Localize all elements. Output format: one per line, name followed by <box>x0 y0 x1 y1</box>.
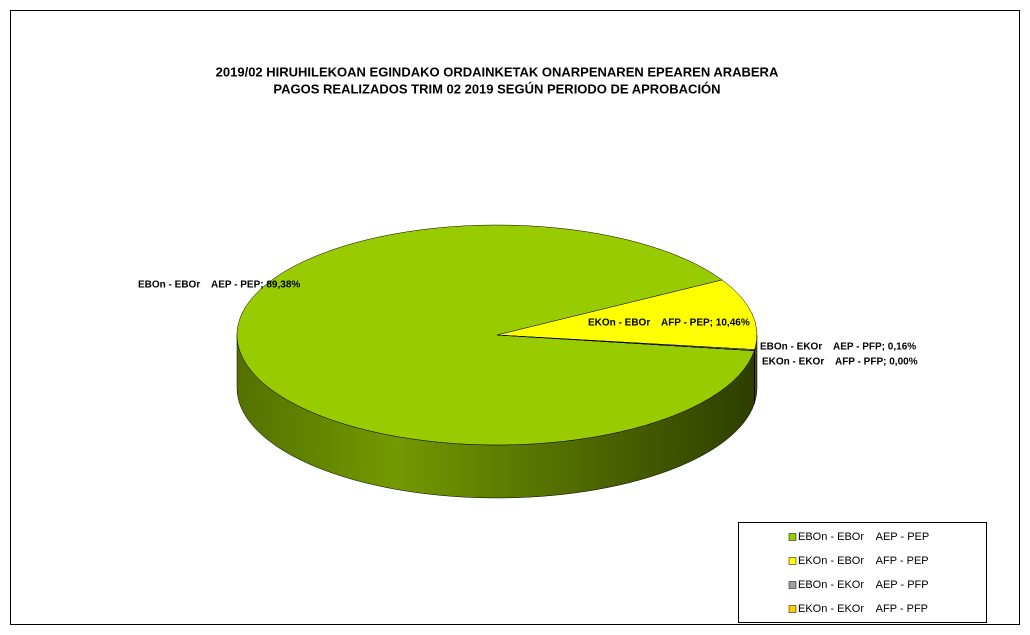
pie-slice <box>496 279 758 350</box>
data-label: EKOn - EBOr AFP - PEP; 10,46% <box>588 318 750 329</box>
legend-label: EBOn - EBOr AEP - PEP <box>798 531 929 543</box>
pie-slice <box>236 224 755 446</box>
data-label: EKOn - EKOr AFP - PFP; 0,00% <box>762 357 918 368</box>
data-label: EBOn - EKOr AEP - PFP; 0,16% <box>760 342 916 353</box>
legend-swatch <box>788 605 797 613</box>
chart-title: 2019/02 HIRUHILEKOAN EGINDAKO ORDAINKETA… <box>216 64 779 79</box>
legend-swatch <box>788 581 797 589</box>
legend-swatch <box>788 557 797 565</box>
legend-label: EBOn - EKOr AEP - PFP <box>798 579 929 591</box>
chart-subtitle: PAGOS REALIZADOS TRIM 02 2019 SEGÚN PERI… <box>273 81 720 96</box>
legend-label: EKOn - EKOr AFP - PFP <box>798 603 928 615</box>
data-label: EBOn - EBOr AEP - PEP; 89,38% <box>138 280 300 291</box>
legend-label: EKOn - EBOr AFP - PEP <box>798 555 929 567</box>
legend-swatch <box>788 533 797 541</box>
legend-box <box>738 522 987 623</box>
